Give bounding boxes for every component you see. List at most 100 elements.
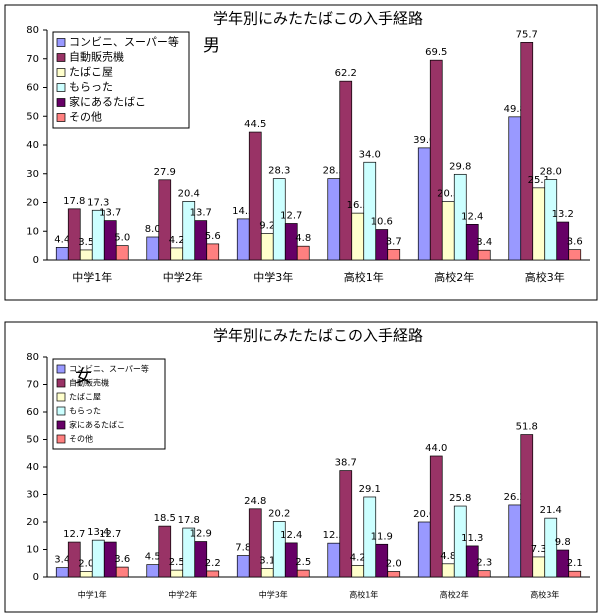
value-label: 12.9 [190,529,212,540]
value-label: 12.7 [99,529,121,540]
bar [158,525,172,578]
value-label: 29.1 [359,484,381,495]
value-label: 27.9 [154,167,176,178]
bar [55,247,69,261]
bar [477,570,491,578]
value-label: 10.6 [371,217,393,228]
x-tick-label: 中学3年 [259,590,288,600]
bar [284,542,298,578]
y-tick-label: 70 [26,380,39,391]
legend-label: もらった [69,81,113,94]
bar [465,224,479,261]
value-label: 3.1 [259,555,275,566]
value-label: 20.0 [413,509,435,520]
annotation: 男 [203,36,220,56]
value-label: 39.0 [413,135,435,146]
bar [236,218,250,261]
legend-swatch [56,378,66,388]
value-label: 5.6 [205,231,221,242]
value-label: 4.2 [169,235,185,246]
bar [79,249,93,261]
y-tick-label: 10 [26,545,39,556]
y-tick-label: 70 [26,54,39,65]
legend-swatch [56,38,66,47]
chart-title: 学年別にみたたばこの入手経路 [213,327,423,345]
legend-frame [52,31,190,129]
legend-swatch [56,420,66,430]
bar [327,542,341,578]
chart-title: 学年別にみたたばこの入手経路 [213,10,423,28]
bar [387,249,401,261]
legend-label: 自動販売機 [69,50,124,64]
bar [194,541,208,578]
x-tick-label: 中学2年 [168,590,197,600]
bar [206,570,220,578]
bar [327,178,341,261]
bar [429,455,443,578]
value-label: 9.2 [259,221,275,232]
value-label: 34.0 [359,149,381,160]
bar [508,504,522,578]
bar [387,571,401,578]
bar [441,201,455,261]
value-label: 2.5 [169,557,185,568]
bar [417,147,431,261]
value-label: 2.5 [295,557,311,568]
y-tick-label: 10 [26,226,39,237]
legend-swatch [56,364,66,374]
bar [453,505,467,578]
legend-label: コンビニ、スーパー等 [69,35,179,49]
bar [477,249,491,261]
value-label: 38.7 [335,458,357,469]
bar [375,543,389,578]
x-tick-label: 中学1年 [72,270,112,284]
bar [363,496,377,578]
value-label: 3.6 [567,237,583,248]
bar [103,220,117,261]
y-tick-label: 50 [26,111,39,122]
legend-swatch [56,98,66,107]
bar [248,131,262,261]
value-label: 25.8 [449,493,471,504]
y-tick-label: 50 [26,435,39,446]
bar [351,212,365,261]
value-label: 2.3 [476,558,492,569]
bar [79,571,93,578]
x-tick-label: 中学2年 [163,270,203,284]
bar [375,229,389,261]
value-label: 69.5 [425,47,447,58]
value-label: 4.5 [145,552,161,563]
bar [170,247,184,261]
bar [556,549,570,578]
legend-swatch [56,113,66,122]
legend-label: その他 [69,111,102,124]
value-label: 3.4 [476,237,492,248]
bar [556,221,570,261]
value-label: 75.7 [516,29,538,40]
bar [248,508,262,578]
y-tick-label: 0 [33,572,39,583]
value-label: 3.5 [78,237,94,248]
legend-label: その他 [69,434,93,444]
value-label: 11.9 [371,531,393,542]
value-label: 28.0 [540,167,562,178]
value-label: 7.3 [531,544,547,555]
legend-swatch [56,68,66,77]
y-tick-label: 60 [26,407,39,418]
bar [520,42,534,261]
value-label: 2.0 [78,559,94,570]
bar [170,569,184,578]
legend-swatch [56,83,66,92]
value-label: 20.2 [268,508,290,519]
bar [532,187,546,261]
value-label: 4.8 [440,551,456,562]
value-label: 17.8 [178,515,200,526]
value-label: 17.3 [87,197,109,208]
bar [465,545,479,578]
value-label: 16.3 [347,200,369,211]
bar [296,569,310,578]
value-label: 49.8 [504,104,526,115]
y-tick-label: 40 [26,140,39,151]
value-label: 44.0 [425,443,447,454]
